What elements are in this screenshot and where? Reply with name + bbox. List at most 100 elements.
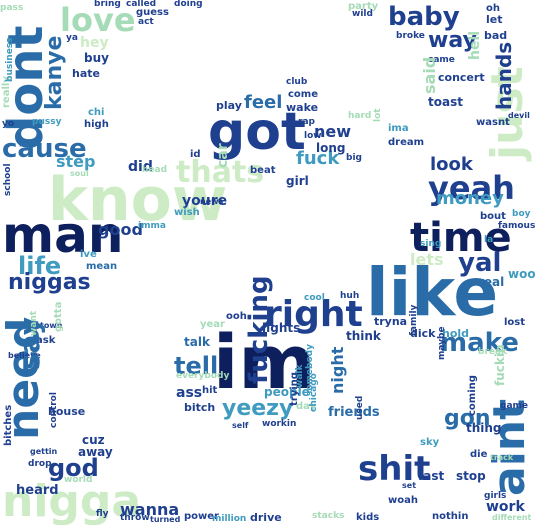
word-toast: toast [428,95,463,109]
word-god: god [48,454,99,482]
word-night: night [328,346,347,394]
word-lights: lights [262,321,301,335]
word-kids: kids [356,512,380,523]
word-drive: drive [250,511,282,524]
word-ass: ass [176,385,203,401]
word-said: said [420,56,439,94]
word-chicago: chicago [309,373,319,412]
word-called: called [126,0,157,9]
word-famous: famous [498,221,535,231]
word-yeezy: yeezy [222,396,294,421]
word-yo: yo [2,119,15,129]
word-lets: lets [410,250,444,269]
word-friends: friends [328,405,380,420]
word-hate: hate [72,67,100,80]
word-control: control [49,392,59,428]
word-stacks: stacks [312,511,345,521]
word-right: right [264,294,363,335]
word-thing: thing [466,421,502,435]
word-money: money [436,188,504,209]
word-gotta: gotta [53,301,64,332]
word-ima: ima [388,123,409,134]
word-hey: hey [80,35,109,51]
word-town: town [40,321,63,330]
word-big: big [346,153,362,163]
word-man: man [2,206,124,264]
word-lost: lost [504,317,526,328]
word-ask: ask [36,335,56,346]
word-feel: feel [244,92,283,113]
word-low: low [304,131,322,141]
word-head: head [142,165,168,175]
word-sing: sing [420,239,442,249]
word-im: im [213,320,316,406]
word-concert: concert [438,71,485,84]
word-track: track [490,453,514,462]
word-yal: yal [458,248,502,278]
word-fuck: fuck [296,148,340,169]
word-power: power [184,511,219,522]
word-buy: buy [84,51,109,65]
word-baby: baby [388,2,460,32]
word-kanye: kanye [42,35,67,110]
word-know: know [48,165,228,235]
word-house: house [48,405,86,418]
word-fuckin: fuckin [493,344,507,386]
word-lot: lot [373,108,383,122]
word-aint: aint [484,398,535,496]
word-want: want [29,310,39,336]
word-news: news [200,197,224,206]
word-beat: beat [250,165,276,176]
word-pass: pass [0,3,24,13]
word-act: act [138,17,154,27]
word-mean: mean [86,261,118,272]
word-walk: walk [295,364,305,388]
word-fast: fast [418,469,445,483]
word-ya: ya [66,33,78,43]
word-fucking: fucking [244,275,274,384]
word-huh: huh [340,291,360,301]
word-make: make [440,328,519,358]
word-nigga: nigga [2,476,142,525]
word-throw: throw [120,513,150,523]
word-hit: hit [202,385,218,396]
word-hell: hell [467,30,483,60]
word-good: good [98,220,143,239]
word-club: club [286,77,308,87]
word-game: game [500,401,528,411]
word-dream: dream [388,137,425,148]
word-id: id [190,149,201,160]
word-come: come [288,89,318,100]
word-thats: thats [176,155,265,190]
word-broke: broke [396,31,425,41]
word-play: play [216,99,242,112]
word-like: like [366,254,499,331]
word-long: long [316,141,346,155]
word-sky: sky [420,437,440,448]
word-boy: boy [512,209,531,219]
word-school: school [3,163,13,196]
word-love: love [60,1,136,39]
word-different: different [492,513,532,522]
word-work: work [486,499,525,515]
word-guess: guess [136,7,169,18]
word-million: million [212,514,247,524]
word-gettin: gettin [30,447,58,456]
word-let: let [486,13,503,26]
word-drop: drop [28,459,52,469]
word-shit: shit [358,449,431,489]
word-woo: woo [508,267,535,281]
word-hold: hold [442,327,470,340]
word-heard: heard [16,483,59,498]
word-wild: wild [352,9,373,19]
word-away: away [78,445,113,459]
word-bout: bout [480,211,506,222]
word-bring: bring [94,0,121,9]
word-business: business [5,37,15,82]
word-maybe: maybe [437,326,447,360]
word-talk: talk [184,335,210,349]
word-came: came [428,55,455,65]
word-woah: woah [388,495,418,506]
word-day: day [296,401,317,412]
